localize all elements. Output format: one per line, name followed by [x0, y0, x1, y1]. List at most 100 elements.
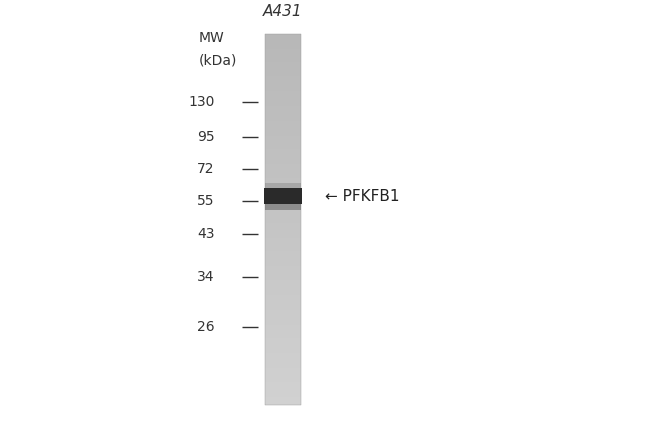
Bar [265, 316, 300, 318]
Bar [265, 392, 300, 394]
Bar [265, 86, 300, 88]
Bar [265, 384, 300, 387]
Bar [265, 351, 300, 353]
Bar [265, 56, 300, 58]
Bar [265, 154, 300, 157]
Bar [265, 219, 300, 222]
Bar [265, 100, 300, 103]
Text: 43: 43 [197, 227, 214, 241]
Bar [265, 73, 300, 75]
Bar [265, 67, 300, 69]
Text: 26: 26 [197, 320, 214, 334]
Bar [265, 117, 300, 119]
Bar [265, 84, 300, 86]
Bar [265, 399, 300, 401]
Bar [265, 230, 300, 233]
Bar [265, 45, 300, 47]
Bar [265, 69, 300, 71]
Bar [265, 193, 300, 195]
Bar [265, 353, 300, 355]
Bar [265, 165, 300, 168]
Bar [265, 93, 300, 95]
Bar [265, 162, 300, 164]
Bar [265, 390, 300, 392]
Bar [265, 39, 300, 41]
Bar [265, 317, 300, 320]
Bar [265, 344, 300, 346]
Bar [265, 336, 300, 338]
Bar [265, 216, 300, 218]
Bar [265, 80, 300, 82]
Bar [265, 241, 300, 244]
Text: (kDa): (kDa) [198, 54, 237, 68]
Bar [265, 366, 300, 368]
Bar [265, 35, 300, 38]
Bar [265, 132, 300, 134]
Bar [265, 141, 300, 143]
Bar [265, 212, 300, 214]
Bar [265, 115, 300, 118]
Bar [265, 49, 300, 51]
Bar [265, 134, 300, 136]
Bar [265, 204, 300, 207]
Bar [265, 110, 300, 112]
Bar [265, 281, 300, 283]
Text: ← PFKFB1: ← PFKFB1 [325, 189, 400, 204]
Bar [265, 371, 300, 373]
Bar [265, 271, 300, 273]
Bar [265, 43, 300, 45]
Bar [265, 319, 300, 322]
Bar [265, 75, 300, 77]
Bar [265, 225, 300, 227]
Bar [265, 253, 300, 255]
Bar [265, 104, 300, 106]
Bar [265, 175, 300, 177]
Bar [265, 299, 300, 301]
Text: 95: 95 [197, 130, 214, 144]
Bar [265, 221, 300, 223]
Bar [264, 188, 302, 204]
Bar [265, 295, 300, 298]
Bar [265, 345, 300, 348]
Bar [265, 240, 300, 242]
Bar [265, 292, 300, 294]
Bar [265, 334, 300, 336]
Bar [265, 394, 300, 396]
Bar [265, 147, 300, 149]
Bar [265, 297, 300, 299]
Bar [265, 76, 300, 78]
Bar [265, 397, 300, 400]
Bar [265, 368, 300, 370]
Bar [265, 258, 300, 260]
Bar [265, 214, 300, 216]
Bar [265, 108, 300, 110]
Bar [265, 312, 300, 314]
Bar [265, 364, 300, 366]
Bar [265, 264, 300, 266]
Bar [265, 143, 300, 146]
Bar [265, 128, 300, 130]
Bar [265, 65, 300, 68]
Bar [265, 82, 300, 84]
Bar [265, 330, 300, 333]
Bar [265, 171, 300, 173]
Bar [265, 354, 300, 357]
Bar [265, 340, 300, 342]
Bar [265, 60, 300, 62]
Bar [265, 238, 300, 240]
Bar [265, 362, 300, 364]
Text: 130: 130 [188, 95, 215, 108]
Bar [265, 321, 300, 324]
Bar [265, 124, 300, 127]
Bar [265, 191, 300, 194]
Bar [265, 289, 300, 292]
Bar [265, 303, 300, 305]
Text: 72: 72 [197, 162, 214, 176]
Bar [265, 41, 300, 43]
Bar [265, 71, 300, 73]
Bar [265, 254, 300, 257]
Bar [265, 245, 300, 247]
Bar [265, 164, 300, 166]
Bar [265, 232, 300, 235]
Bar [265, 323, 300, 325]
